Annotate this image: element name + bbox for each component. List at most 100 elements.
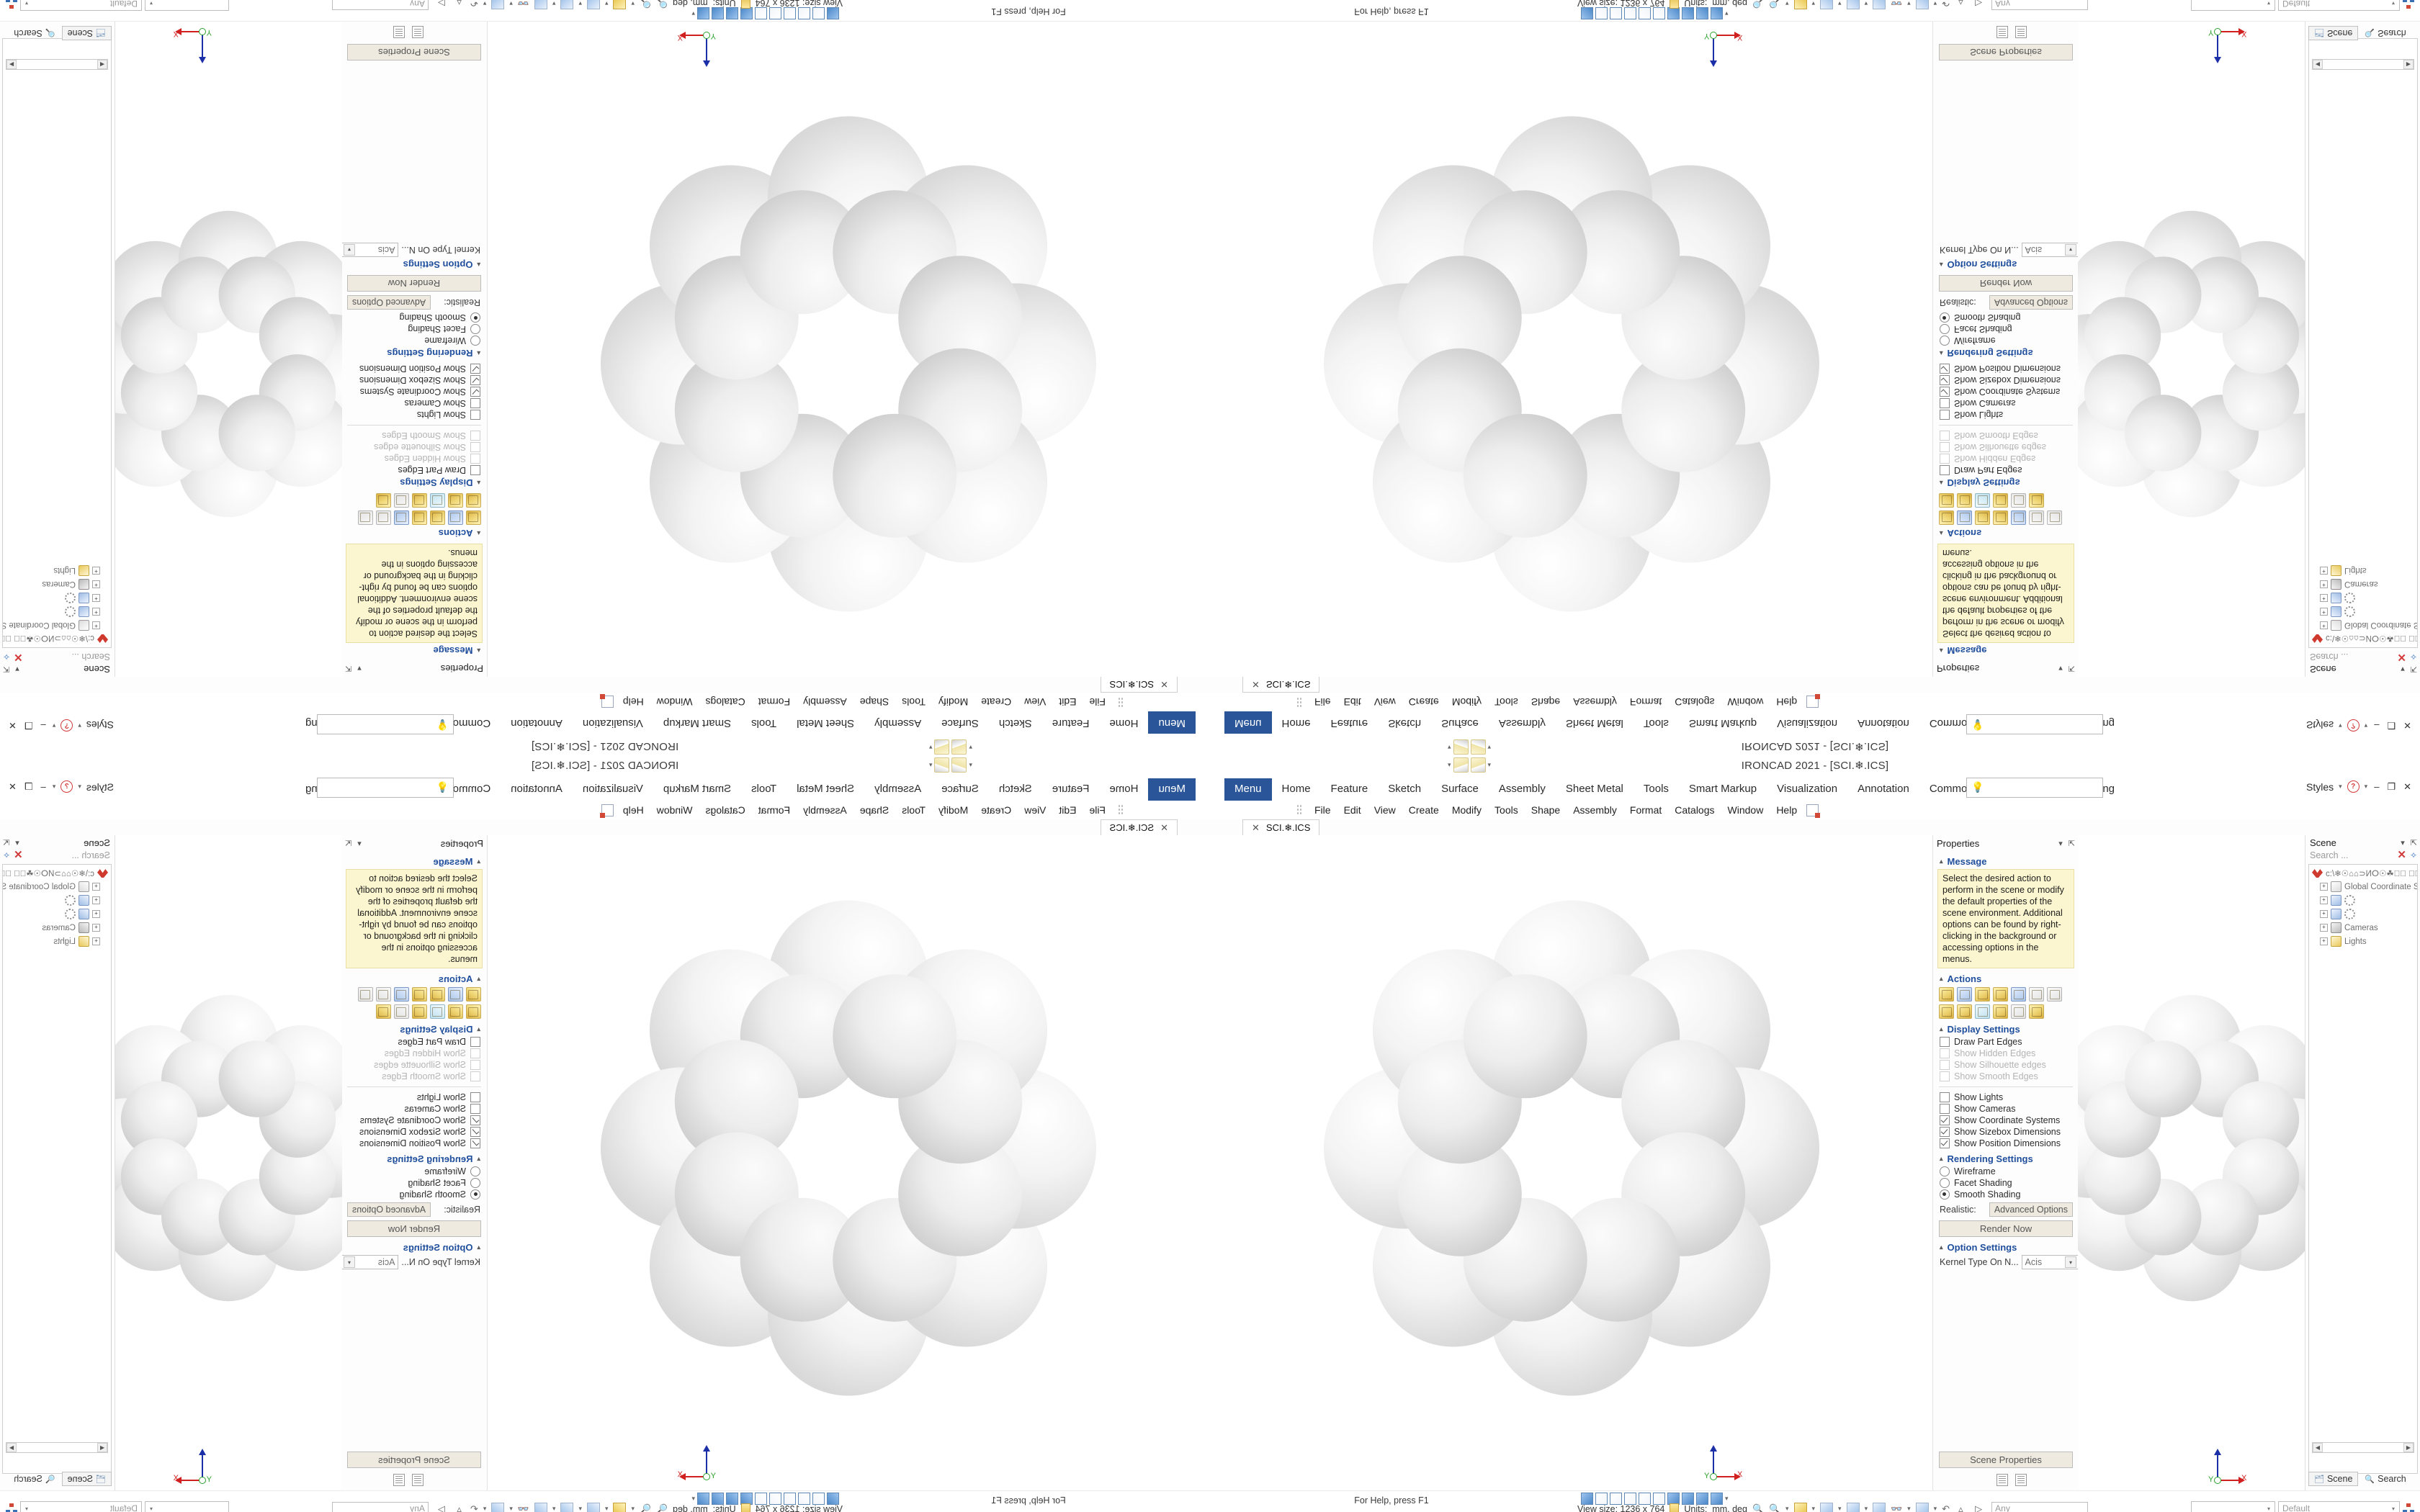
- checkbox-input[interactable]: [1940, 1060, 1950, 1070]
- menu-item-modify[interactable]: Modify: [1451, 804, 1482, 816]
- blue-caret[interactable]: ▾: [578, 1505, 582, 1512]
- scene-browser-panel[interactable]: Scene ▾ ⇱ Search ... ✕ ✧ c:\❄☉⌂⌂⊃Иⵔ☉☘∘⃝ …: [2305, 835, 2420, 1490]
- radio-row-smooth-shading[interactable]: Smooth Shading: [1940, 312, 2079, 323]
- chevron-down-icon[interactable]: ▾: [2401, 839, 2405, 847]
- coordinate-axes-icon[interactable]: [2011, 1004, 2026, 1019]
- yellow-caret[interactable]: ▾: [604, 1505, 609, 1512]
- settings-gear-icon[interactable]: [1957, 493, 1972, 508]
- ribbon-search-input[interactable]: 💡: [317, 778, 454, 798]
- network-icon[interactable]: [2403, 0, 2414, 9]
- chevron-down-icon[interactable]: ▾: [357, 839, 362, 848]
- table-icon[interactable]: [1975, 1004, 1990, 1019]
- flower-torus-model[interactable]: [1298, 87, 1845, 638]
- shade-icon[interactable]: [534, 1503, 547, 1512]
- checkbox-input[interactable]: [470, 387, 480, 397]
- ironcad-application-window[interactable]: ▾ ▾ IRONCAD 2021 - [SCI.❄.ICS] Menu Home F…: [1210, 756, 2420, 1512]
- radio-row-facet-shading[interactable]: Facet Shading: [341, 1178, 480, 1188]
- display-settings-options-2[interactable]: Show Lights Show Cameras Show Coordinate S…: [341, 1092, 487, 1148]
- expand-icon[interactable]: +: [2320, 896, 2328, 904]
- scene-browser-panel[interactable]: Scene ▾ ⇱ Search ... ✕ ✧ c:\❄☉⌂⌂⊃Иⵔ☉☘∘⃝ …: [2305, 22, 2420, 677]
- tree-node-item-3[interactable]: +: [4, 591, 109, 605]
- triangle-icon[interactable]: ▴: [1940, 350, 1943, 357]
- tab-smart-markup[interactable]: Smart Markup: [1688, 783, 1757, 795]
- main-3d-viewport[interactable]: X Y: [488, 835, 1210, 1490]
- viewbox-caret[interactable]: ▾: [1933, 1505, 1937, 1512]
- properties-panel[interactable]: Properties ▾ ⇱ ▴ Message Select the desi…: [1932, 835, 2079, 1490]
- window-controls-group[interactable]: Styles ▾ ? ▾ – ❐ ✕: [7, 780, 114, 793]
- tab-menu[interactable]: Menu: [1148, 711, 1196, 734]
- tab-sketch[interactable]: Sketch: [1388, 783, 1422, 795]
- page-icon[interactable]: [412, 26, 424, 38]
- network-icon[interactable]: [6, 1503, 17, 1512]
- checkbox-input[interactable]: [470, 1104, 480, 1114]
- tree-node-lights[interactable]: + Lights: [2311, 564, 2416, 577]
- zoom-out-icon[interactable]: 🔍: [1768, 1503, 1781, 1512]
- tab-assembly[interactable]: Assembly: [874, 717, 922, 729]
- checkbox-row-show-lights[interactable]: Show Lights: [341, 1092, 480, 1102]
- filter-icon[interactable]: ▷: [1975, 1503, 1983, 1512]
- tab-assembly[interactable]: Assembly: [874, 783, 922, 795]
- checkbox-input[interactable]: [1940, 465, 1950, 475]
- kernel-type-row[interactable]: Kernel Type On N... Acis ▾: [341, 243, 480, 257]
- print-icon[interactable]: [376, 1004, 391, 1019]
- radio-input[interactable]: [470, 1166, 480, 1176]
- display-settings-options-2[interactable]: Show Lights Show Cameras Show Coordinate S…: [341, 364, 487, 420]
- zoom-caret[interactable]: ▾: [1785, 0, 1789, 7]
- part-icon[interactable]: [448, 510, 463, 525]
- menu-item-edit[interactable]: Edit: [1343, 696, 1361, 708]
- triangle-icon[interactable]: ▴: [477, 530, 480, 537]
- checkbox-input[interactable]: [470, 410, 480, 420]
- radio-row-smooth-shading[interactable]: Smooth Shading: [1940, 1189, 2079, 1200]
- shield-icon[interactable]: [394, 987, 409, 1002]
- checkbox-row-show-cameras[interactable]: Show Cameras: [341, 1104, 480, 1114]
- scene-properties-button[interactable]: Scene Properties: [347, 44, 481, 60]
- arrow-shape-icon[interactable]: [1993, 510, 2008, 525]
- checkbox-input[interactable]: [470, 1071, 480, 1081]
- checkbox-row-show-sizebox-dimensions[interactable]: Show Sizebox Dimensions: [1940, 375, 2079, 385]
- styles-label[interactable]: Styles: [86, 780, 114, 793]
- main-3d-viewport[interactable]: X Y: [488, 22, 1210, 677]
- status-info-line[interactable]: View size: 1236 x 764 Units: mm, deg 🔍 🔍…: [331, 1502, 843, 1512]
- checkbox-input[interactable]: [470, 1138, 480, 1148]
- blue-caret[interactable]: ▾: [1838, 1505, 1842, 1512]
- list-icon[interactable]: [1939, 510, 1954, 525]
- clear-search-icon[interactable]: ✕: [14, 651, 23, 663]
- blue-box-icon[interactable]: [1820, 0, 1834, 9]
- menu-item-catalogs[interactable]: Catalogs: [705, 804, 745, 816]
- sphere-axis-icon[interactable]: [1975, 510, 1990, 525]
- menu-item-window[interactable]: Window: [656, 696, 693, 708]
- table-icon[interactable]: [430, 1004, 445, 1019]
- chevron-down-icon[interactable]: ▾: [15, 839, 19, 847]
- section-header-rendering-settings[interactable]: ▴ Rendering Settings: [1940, 1153, 2079, 1164]
- menu-item-view[interactable]: View: [1373, 804, 1396, 816]
- menu-item-assembly[interactable]: Assembly: [803, 696, 847, 708]
- checkbox-input[interactable]: [1940, 398, 1950, 408]
- checkbox-input[interactable]: [470, 375, 480, 385]
- ribbon-search-input[interactable]: 💡: [1966, 778, 2103, 798]
- ribbon-tabs[interactable]: Menu Home Feature Sketch Surface Assembly Shee…: [0, 711, 1210, 737]
- quick-access-toolbar[interactable]: ▾ ▾ IRONCAD 2021 - [SCI.❄.ICS]: [1210, 737, 2420, 756]
- checkbox-row-draw-part-edges[interactable]: Draw Part Edges: [1940, 1037, 2079, 1047]
- styles-label[interactable]: Styles: [2306, 719, 2334, 732]
- render-mode-icon[interactable]: [1846, 1503, 1860, 1512]
- pin-icon[interactable]: ⇱: [345, 664, 352, 673]
- scroll-right-icon[interactable]: ▶: [6, 1443, 17, 1452]
- tab-menu[interactable]: Menu: [1148, 778, 1196, 801]
- ribbon-tab-strip[interactable]: Menu Home Feature Sketch Surface Assembly Shee…: [1210, 711, 2420, 737]
- undo-icon[interactable]: ↶: [1942, 1503, 1950, 1512]
- checkbox-input[interactable]: [1940, 454, 1950, 464]
- scene-search-input[interactable]: Search ...: [71, 850, 111, 860]
- tab-tools[interactable]: Tools: [1643, 783, 1669, 795]
- styles-caret[interactable]: ▾: [78, 722, 81, 729]
- checkbox-row-show-coordinate-systems[interactable]: Show Coordinate Systems: [341, 1115, 480, 1125]
- properties-panel[interactable]: Properties ▾ ⇱ ▴ Message Select the desi…: [341, 835, 488, 1490]
- edit-sketch-icon[interactable]: [376, 510, 391, 525]
- tab-tools[interactable]: Tools: [751, 783, 777, 795]
- tree-node-item-2[interactable]: +: [4, 894, 109, 907]
- blue-box-icon[interactable]: [586, 1503, 600, 1512]
- checkbox-row-show-position-dimensions[interactable]: Show Position Dimensions: [1940, 364, 2079, 374]
- scene-search-row[interactable]: Search ... ✕ ✧: [0, 649, 115, 663]
- menu-item-assembly[interactable]: Assembly: [803, 804, 847, 816]
- triangle-icon[interactable]: ▴: [1940, 647, 1943, 654]
- main-3d-viewport[interactable]: X Y: [1210, 835, 1932, 1490]
